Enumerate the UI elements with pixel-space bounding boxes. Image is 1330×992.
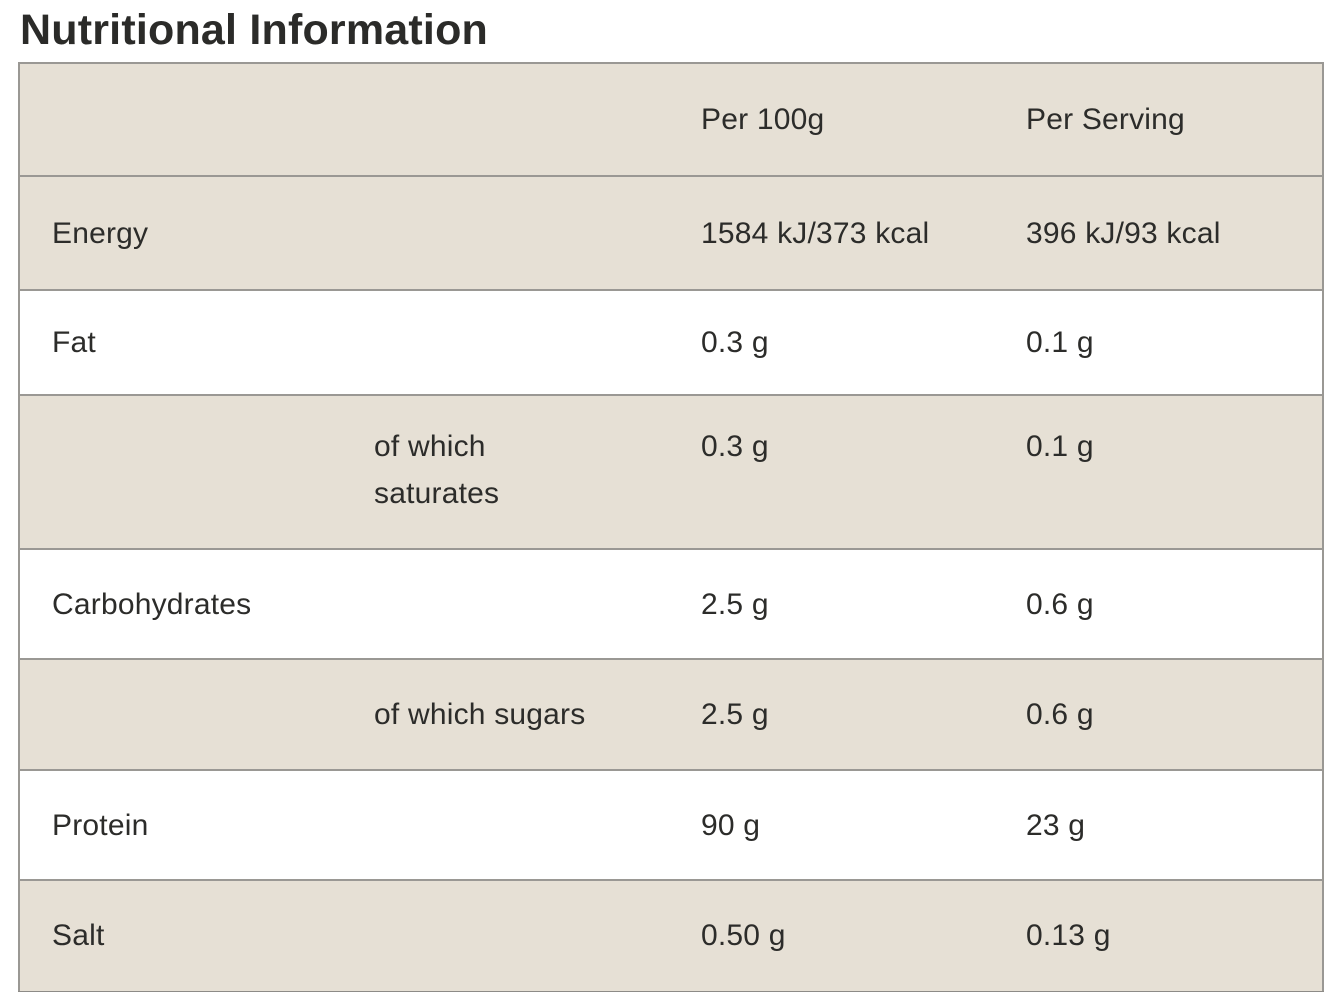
page-title: Nutritional Information	[20, 6, 489, 54]
row-carbohydrates: Carbohydrates 2.5 g 0.6 g	[19, 549, 1323, 659]
row-protein: Protein 90 g 23 g	[19, 770, 1323, 880]
row-fat: Fat 0.3 g 0.1 g	[19, 290, 1323, 395]
value-per-serving: 0.1 g	[1026, 326, 1094, 359]
row-energy: Energy 1584 kJ/373 kcal 396 kJ/93 kcal	[19, 176, 1323, 290]
row-label: of which sugars	[374, 698, 586, 731]
value-per-serving: 23 g	[1026, 808, 1086, 842]
value-per-100g: 0.3 g	[701, 430, 769, 463]
row-label: Energy	[52, 216, 149, 250]
row-label: Fat	[52, 326, 96, 359]
row-label: Carbohydrates	[52, 587, 252, 621]
value-per-serving: 0.6 g	[1026, 587, 1094, 621]
column-header-per-100g: Per 100g	[701, 103, 825, 136]
value-per-100g: 2.5 g	[701, 698, 769, 731]
value-per-100g: 0.50 g	[701, 919, 786, 953]
row-label: Salt	[52, 919, 105, 953]
row-label: Protein	[52, 808, 149, 842]
column-header-per-serving: Per Serving	[1026, 103, 1185, 136]
row-of-which-sugars: of which sugars 2.5 g 0.6 g	[19, 659, 1323, 770]
value-per-100g: 2.5 g	[701, 587, 769, 621]
value-per-serving: 0.1 g	[1026, 430, 1094, 463]
value-per-serving: 396 kJ/93 kcal	[1026, 216, 1221, 250]
value-per-100g: 0.3 g	[701, 326, 769, 359]
value-per-100g: 90 g	[701, 808, 761, 842]
row-label: of which saturates	[374, 430, 500, 510]
column-header-blank	[19, 63, 667, 176]
nutrition-table: Per 100g Per Serving Energy 1584 kJ/373 …	[18, 62, 1324, 992]
value-per-serving: 0.6 g	[1026, 698, 1094, 731]
row-of-which-saturates: of which saturates 0.3 g 0.1 g	[19, 395, 1323, 549]
row-salt: Salt 0.50 g 0.13 g	[19, 880, 1323, 992]
value-per-serving: 0.13 g	[1026, 919, 1111, 953]
value-per-100g: 1584 kJ/373 kcal	[701, 216, 930, 250]
table-header-row: Per 100g Per Serving	[19, 63, 1323, 176]
